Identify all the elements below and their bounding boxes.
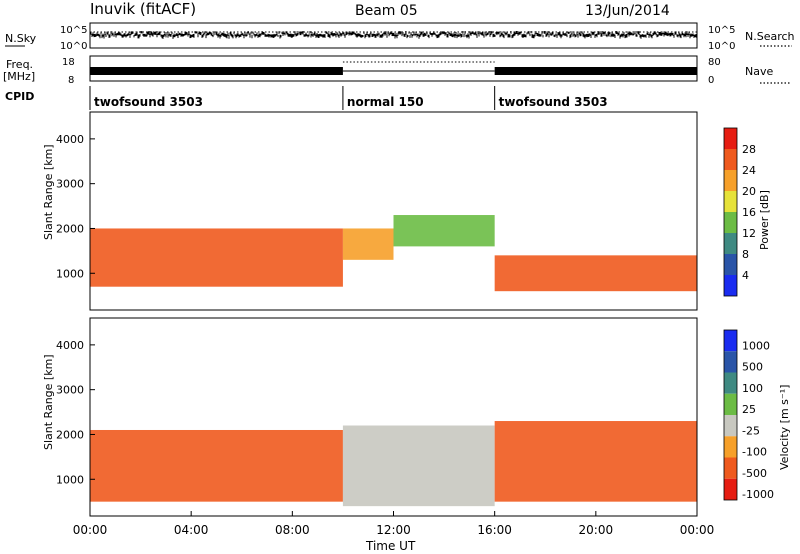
cpid-panel: CPID twofsound 3503 normal 150 twofsound 3… bbox=[5, 86, 608, 110]
colorbar-swatch bbox=[724, 191, 737, 212]
freq-trace-twofsound bbox=[494, 67, 697, 75]
colorbar-swatch bbox=[724, 457, 737, 479]
colorbar-swatch bbox=[724, 170, 737, 191]
y-tick-label: 3000 bbox=[56, 178, 84, 191]
power-heatmap bbox=[90, 215, 697, 292]
velocity-heatmap bbox=[90, 421, 697, 507]
cpid-label: CPID bbox=[5, 90, 34, 103]
colorbar-tick-label: 20 bbox=[742, 185, 756, 198]
nave-right-tick-bottom: 0 bbox=[708, 75, 714, 86]
colorbar-tick-label: 8 bbox=[742, 248, 749, 261]
nave-right-tick-top: 80 bbox=[708, 57, 721, 68]
y-tick-label: 1000 bbox=[56, 473, 84, 486]
velocity-colorbar-label: Velocity [m s⁻¹] bbox=[778, 385, 791, 470]
colorbar-swatch bbox=[724, 233, 737, 254]
colorbar-swatch bbox=[724, 478, 737, 500]
echo-band bbox=[90, 228, 343, 287]
noise-sky-label: N.Sky bbox=[5, 32, 37, 45]
colorbar-tick-label: 500 bbox=[742, 361, 763, 374]
y-tick-label: 2000 bbox=[56, 428, 84, 441]
colorbar-tick-label: 28 bbox=[742, 143, 756, 156]
velocity-panel: 1000 2000 3000 4000 Slant Range [km] 1000 50… bbox=[42, 317, 791, 517]
time-axis: 00:00 04:00 08:00 12:00 16:00 20:00 00:00 bbox=[73, 511, 715, 537]
colorbar-swatch bbox=[724, 393, 737, 415]
echo-band bbox=[393, 215, 495, 247]
cpid-segment-label: twofsound 3503 bbox=[94, 95, 203, 109]
velocity-colorbar: 1000 500 100 25 -25 -100 -500 -1000 bbox=[723, 329, 774, 501]
echo-band bbox=[494, 255, 697, 292]
freq-left-tick-top: 18 bbox=[62, 57, 75, 68]
colorbar-tick-label: 1000 bbox=[742, 339, 770, 352]
colorbar-swatch bbox=[724, 372, 737, 394]
velocity-y-label: Slant Range [km] bbox=[42, 354, 55, 450]
colorbar-swatch bbox=[724, 436, 737, 458]
colorbar-tick-label: -100 bbox=[742, 446, 767, 459]
time-tick-label: 08:00 bbox=[275, 523, 310, 537]
power-y-label: Slant Range [km] bbox=[42, 144, 55, 240]
freq-panel: Freq. [MHz] 18 8 80 0 Nave bbox=[3, 55, 790, 86]
colorbar-swatch bbox=[724, 149, 737, 170]
freq-label-line1: Freq. bbox=[6, 58, 33, 71]
y-tick-label: 4000 bbox=[56, 339, 84, 352]
power-colorbar: 4 8 12 16 20 24 28 bbox=[723, 127, 756, 297]
time-tick-label: 04:00 bbox=[174, 523, 209, 537]
time-tick-label: 00:00 bbox=[73, 523, 108, 537]
colorbar-tick-label: -25 bbox=[742, 424, 760, 437]
cpid-segments: twofsound 3503 normal 150 twofsound 3503 bbox=[89, 86, 608, 110]
cpid-segment-label: twofsound 3503 bbox=[499, 95, 608, 109]
colorbar-frame bbox=[723, 127, 738, 297]
freq-label-line2: [MHz] bbox=[3, 70, 35, 83]
noise-panel: N.Sky 10^5 10^0 10^5 10^0 N.Search bbox=[5, 22, 795, 52]
noise-left-tick-top: 10^5 bbox=[60, 25, 87, 36]
colorbar-swatch bbox=[724, 415, 737, 437]
echo-band bbox=[342, 425, 495, 507]
power-colorbar-label: Power [dB] bbox=[758, 190, 771, 250]
time-tick-label: 20:00 bbox=[579, 523, 614, 537]
colorbar-tick-label: 25 bbox=[742, 403, 756, 416]
colorbar-frame bbox=[723, 329, 738, 501]
colorbar-swatch bbox=[724, 351, 737, 373]
y-tick-label: 3000 bbox=[56, 384, 84, 397]
freq-left-tick-bottom: 8 bbox=[68, 75, 74, 86]
noise-search-label: N.Search bbox=[745, 30, 795, 43]
y-tick-label: 1000 bbox=[56, 267, 84, 280]
echo-band bbox=[494, 421, 697, 502]
time-tick-label: 12:00 bbox=[376, 523, 411, 537]
beam-title: Beam 05 bbox=[355, 3, 418, 19]
freq-trace-twofsound bbox=[90, 67, 343, 75]
colorbar-tick-label: 12 bbox=[742, 227, 756, 240]
colorbar-tick-label: 4 bbox=[742, 269, 749, 282]
y-tick-label: 4000 bbox=[56, 133, 84, 146]
colorbar-tick-label: 100 bbox=[742, 382, 763, 395]
echo-band bbox=[342, 228, 394, 260]
station-title: Inuvik (fitACF) bbox=[90, 0, 196, 18]
echo-band bbox=[90, 429, 343, 502]
date-title: 13/Jun/2014 bbox=[585, 3, 670, 19]
nave-label: Nave bbox=[745, 65, 773, 78]
velocity-y-axis: 1000 2000 3000 4000 bbox=[56, 339, 95, 486]
time-axis-label: Time UT bbox=[365, 539, 416, 553]
power-panel: 1000 2000 3000 4000 Slant Range [km] 4 8 12 16… bbox=[42, 111, 771, 311]
power-y-axis: 1000 2000 3000 4000 bbox=[56, 133, 95, 280]
colorbar-tick-label: -500 bbox=[742, 467, 767, 480]
noise-left-tick-bottom: 10^0 bbox=[60, 41, 87, 52]
colorbar-swatch bbox=[724, 254, 737, 275]
colorbar-tick-label: 16 bbox=[742, 206, 756, 219]
noise-right-tick-bottom: 10^0 bbox=[708, 41, 735, 52]
colorbar-tick-label: 24 bbox=[742, 164, 756, 177]
colorbar-swatch bbox=[724, 212, 737, 233]
time-tick-label: 16:00 bbox=[477, 523, 512, 537]
colorbar-swatch bbox=[724, 128, 737, 149]
time-tick-label: 00:00 bbox=[680, 523, 715, 537]
freq-trace bbox=[90, 61, 697, 75]
y-tick-label: 2000 bbox=[56, 222, 84, 235]
colorbar-tick-label: -1000 bbox=[742, 488, 774, 501]
colorbar-swatch bbox=[724, 330, 737, 352]
cpid-segment-label: normal 150 bbox=[347, 95, 424, 109]
noise-trace bbox=[89, 31, 697, 39]
noise-right-tick-top: 10^5 bbox=[708, 25, 735, 36]
colorbar-swatch bbox=[724, 275, 737, 296]
